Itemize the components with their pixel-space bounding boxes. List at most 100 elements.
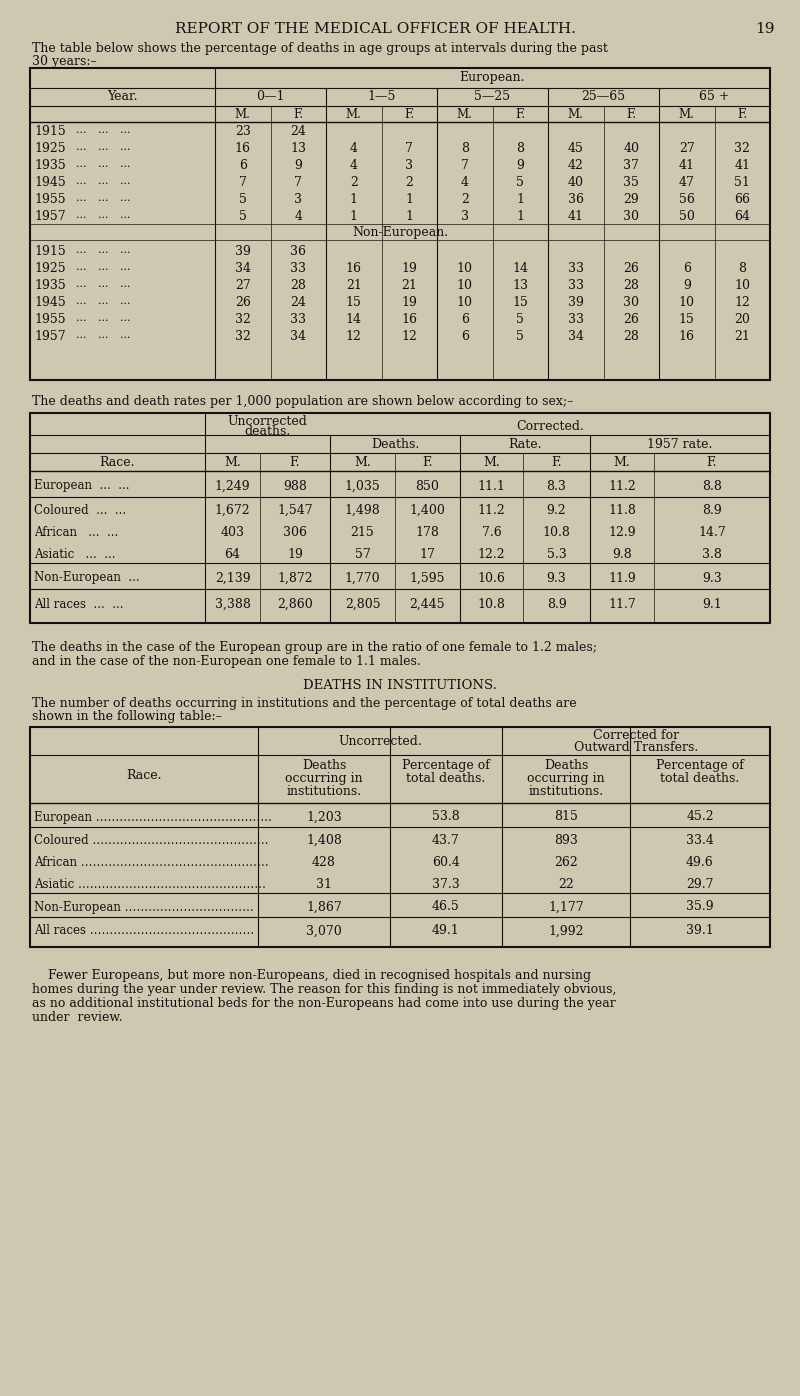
Text: M.: M. xyxy=(568,107,584,121)
Text: African   ...  ...: African ... ... xyxy=(34,525,118,539)
Text: 1935: 1935 xyxy=(34,279,66,292)
Text: 11.1: 11.1 xyxy=(478,479,506,493)
Text: 1,867: 1,867 xyxy=(306,900,342,913)
Text: 6: 6 xyxy=(461,313,469,327)
Text: 5: 5 xyxy=(239,209,246,223)
Text: 11.2: 11.2 xyxy=(608,479,636,493)
Text: occurring in: occurring in xyxy=(527,772,605,785)
Text: Asiatic   ...  ...: Asiatic ... ... xyxy=(34,547,115,561)
Text: 30: 30 xyxy=(623,209,639,223)
Text: 34: 34 xyxy=(234,262,250,275)
Text: 21: 21 xyxy=(402,279,417,292)
Text: 1,249: 1,249 xyxy=(214,479,250,493)
Text: 35.9: 35.9 xyxy=(686,900,714,913)
Text: 1915: 1915 xyxy=(34,246,66,258)
Text: 6: 6 xyxy=(238,159,246,172)
Text: 40: 40 xyxy=(568,176,584,188)
Text: 178: 178 xyxy=(415,525,439,539)
Text: and in the case of the non-European one female to 1.1 males.: and in the case of the non-European one … xyxy=(32,655,421,669)
Text: 33: 33 xyxy=(568,262,584,275)
Text: 10: 10 xyxy=(678,296,694,309)
Text: 9: 9 xyxy=(294,159,302,172)
Text: ...: ... xyxy=(120,126,130,135)
Text: 27: 27 xyxy=(679,142,694,155)
Text: 5: 5 xyxy=(239,193,246,207)
Text: 306: 306 xyxy=(283,525,307,539)
Text: 1,408: 1,408 xyxy=(306,833,342,846)
Text: ...: ... xyxy=(120,329,130,341)
Text: ...: ... xyxy=(120,296,130,306)
Text: ...: ... xyxy=(120,142,130,152)
Text: 49.6: 49.6 xyxy=(686,856,714,868)
Text: Deaths: Deaths xyxy=(544,759,588,772)
Text: 31: 31 xyxy=(316,878,332,891)
Text: 33: 33 xyxy=(290,262,306,275)
Text: ...: ... xyxy=(98,246,109,255)
Text: 10: 10 xyxy=(457,262,473,275)
Text: 6: 6 xyxy=(461,329,469,343)
Text: 3: 3 xyxy=(406,159,414,172)
Text: European  ...  ...: European ... ... xyxy=(34,479,130,493)
Text: 7: 7 xyxy=(239,176,246,188)
Text: 33: 33 xyxy=(290,313,306,327)
Text: ...: ... xyxy=(120,262,130,272)
Text: 16: 16 xyxy=(234,142,250,155)
Text: 28: 28 xyxy=(623,329,639,343)
Text: 10: 10 xyxy=(734,279,750,292)
Text: 32: 32 xyxy=(235,313,250,327)
Text: 33: 33 xyxy=(568,313,584,327)
Text: 7: 7 xyxy=(461,159,469,172)
Text: 29: 29 xyxy=(623,193,639,207)
Text: 9.3: 9.3 xyxy=(702,571,722,585)
Text: Uncorrected: Uncorrected xyxy=(227,415,307,429)
Text: 1955: 1955 xyxy=(34,313,66,327)
Text: 17: 17 xyxy=(419,547,435,561)
Text: 4: 4 xyxy=(350,159,358,172)
Text: Percentage of: Percentage of xyxy=(656,759,744,772)
Text: 45.2: 45.2 xyxy=(686,811,714,824)
Text: Corrected for: Corrected for xyxy=(593,729,679,743)
Text: 1,177: 1,177 xyxy=(548,900,584,913)
Text: ...: ... xyxy=(98,313,109,322)
Text: 4: 4 xyxy=(461,176,469,188)
Text: 15: 15 xyxy=(346,296,362,309)
Text: ...: ... xyxy=(98,176,109,186)
Text: 1: 1 xyxy=(406,209,414,223)
Text: 9.3: 9.3 xyxy=(546,571,566,585)
Text: All races ……………………………………: All races …………………………………… xyxy=(34,924,254,938)
Text: Coloured ………………………………………: Coloured ……………………………………… xyxy=(34,833,269,846)
Text: ...: ... xyxy=(76,159,86,169)
Text: ...: ... xyxy=(120,313,130,322)
Text: 51: 51 xyxy=(734,176,750,188)
Text: F.: F. xyxy=(551,456,562,469)
Text: 1: 1 xyxy=(406,193,414,207)
Text: 12: 12 xyxy=(346,329,362,343)
Text: 10.8: 10.8 xyxy=(542,525,570,539)
Text: ...: ... xyxy=(76,279,86,289)
Text: 30: 30 xyxy=(623,296,639,309)
Text: 403: 403 xyxy=(221,525,245,539)
Text: shown in the following table:–: shown in the following table:– xyxy=(32,711,222,723)
Text: 25—65: 25—65 xyxy=(582,89,626,103)
Text: ...: ... xyxy=(120,176,130,186)
Text: 32: 32 xyxy=(235,329,250,343)
Text: 15: 15 xyxy=(679,313,694,327)
Text: 53.8: 53.8 xyxy=(432,811,460,824)
Text: Asiatic …………………………………………: Asiatic ………………………………………… xyxy=(34,878,266,891)
Text: 262: 262 xyxy=(554,856,578,868)
Text: 45: 45 xyxy=(568,142,584,155)
Text: 9: 9 xyxy=(516,159,524,172)
Text: 16: 16 xyxy=(346,262,362,275)
Text: 5—25: 5—25 xyxy=(474,89,510,103)
Text: 8: 8 xyxy=(738,262,746,275)
Text: 1935: 1935 xyxy=(34,159,66,172)
Text: 1,400: 1,400 xyxy=(410,504,446,517)
Text: 60.4: 60.4 xyxy=(432,856,460,868)
Text: 1,203: 1,203 xyxy=(306,811,342,824)
Text: 12: 12 xyxy=(734,296,750,309)
Text: 14: 14 xyxy=(346,313,362,327)
Bar xyxy=(30,68,770,380)
Text: 9.1: 9.1 xyxy=(702,597,722,610)
Text: 19: 19 xyxy=(402,262,417,275)
Text: 8: 8 xyxy=(516,142,524,155)
